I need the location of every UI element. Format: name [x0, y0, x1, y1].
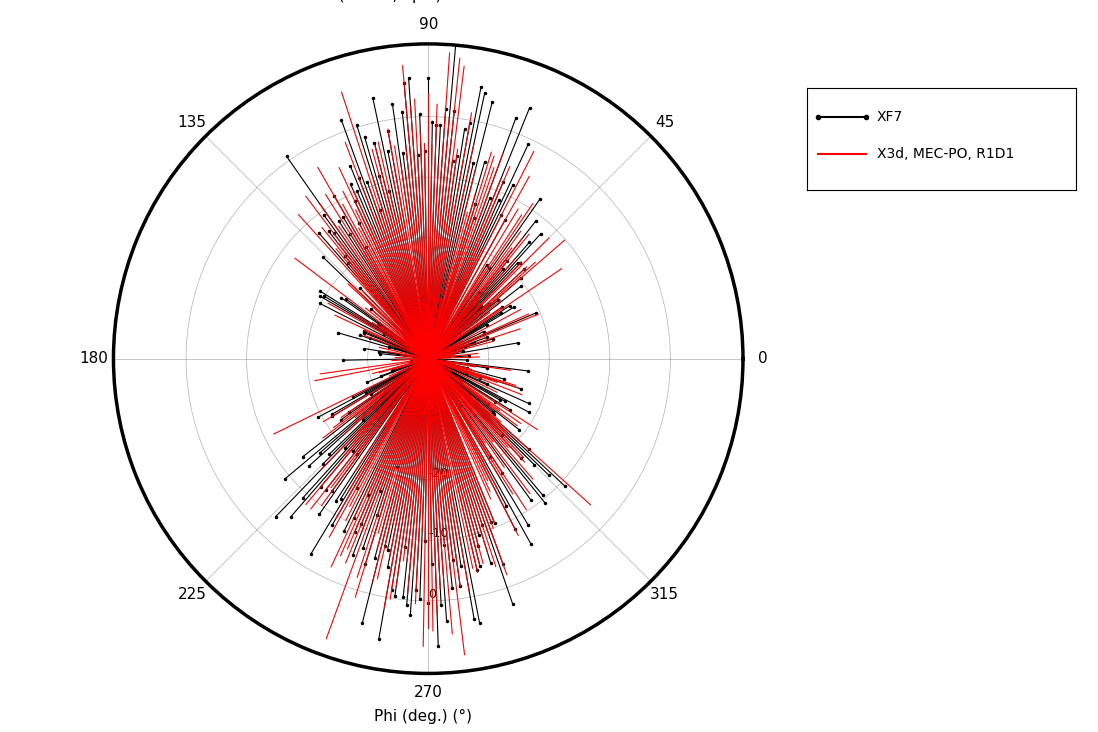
Text: Phi (deg.) (°): Phi (deg.) (°) [373, 709, 472, 724]
Title: Monostatic RCS (Co-Pol, Ephi) in the XY Plane at 10 GHz: Monostatic RCS (Co-Pol, Ephi) in the XY … [214, 0, 642, 4]
Text: X3d, MEC-PO, R1D1: X3d, MEC-PO, R1D1 [877, 147, 1015, 162]
Text: XF7: XF7 [877, 110, 904, 124]
